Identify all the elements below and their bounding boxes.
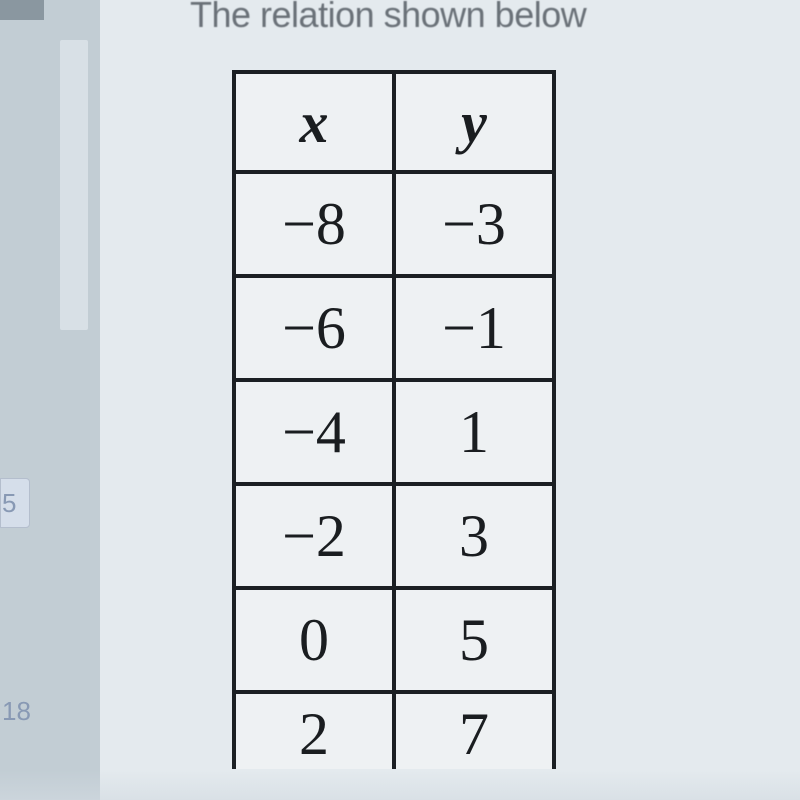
table-row: −6 −1 bbox=[234, 276, 554, 380]
cell: −1 bbox=[394, 276, 554, 380]
table-row: 0 5 bbox=[234, 588, 554, 692]
col-header-x: x bbox=[234, 72, 394, 172]
cell: 1 bbox=[394, 380, 554, 484]
cell: 0 bbox=[234, 588, 394, 692]
cell: 7 bbox=[394, 692, 554, 769]
sidebar-number-top: 5 bbox=[2, 488, 16, 519]
sidebar-number-bottom: 18 bbox=[2, 696, 31, 727]
page-heading: The relation shown below bbox=[190, 0, 586, 36]
sidebar: 5 18 bbox=[0, 0, 100, 800]
cell: 2 bbox=[234, 692, 394, 769]
cell: −6 bbox=[234, 276, 394, 380]
table-row: −8 −3 bbox=[234, 172, 554, 276]
col-header-y: y bbox=[394, 72, 554, 172]
table-row: −2 3 bbox=[234, 484, 554, 588]
cell: −3 bbox=[394, 172, 554, 276]
table-row: 2 7 bbox=[234, 692, 554, 769]
sidebar-dark-strip bbox=[0, 0, 44, 20]
table-header-row: x y bbox=[234, 72, 554, 172]
sidebar-scroll-track bbox=[60, 40, 88, 330]
cell: −2 bbox=[234, 484, 394, 588]
cell: −4 bbox=[234, 380, 394, 484]
relation-table: x y −8 −3 −6 −1 −4 1 −2 3 0 5 2 7 bbox=[232, 70, 556, 769]
cell: 3 bbox=[394, 484, 554, 588]
cell: 5 bbox=[394, 588, 554, 692]
table-row: −4 1 bbox=[234, 380, 554, 484]
cell: −8 bbox=[234, 172, 394, 276]
